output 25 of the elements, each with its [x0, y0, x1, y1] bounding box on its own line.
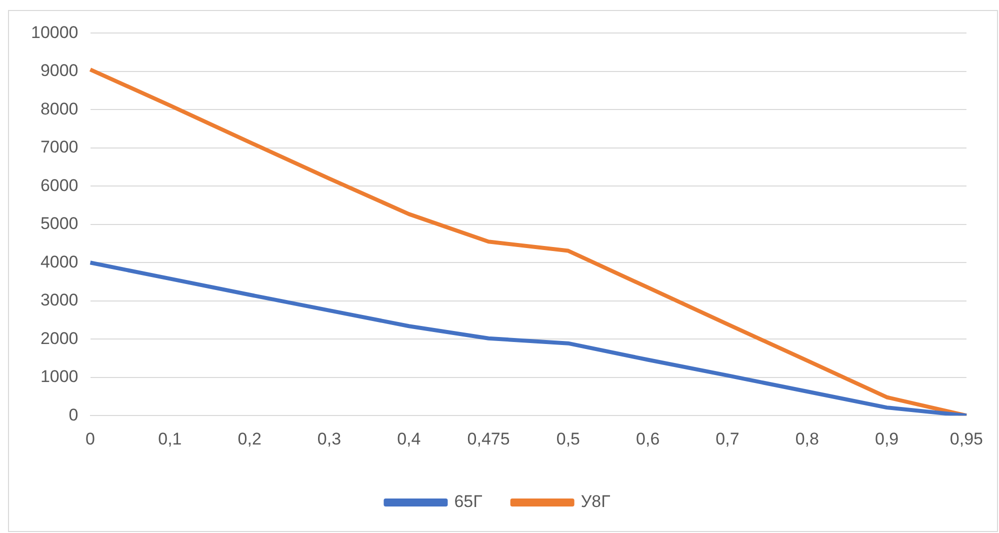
y-tick-label: 7000	[40, 138, 78, 157]
x-tick-label: 0,4	[397, 429, 421, 448]
y-tick-label: 8000	[40, 99, 78, 118]
x-tick-label: 0,95	[950, 429, 984, 448]
y-tick-label: 9000	[40, 61, 78, 80]
x-tick-label: 0,8	[795, 429, 819, 448]
y-tick-label: 4000	[40, 252, 78, 272]
y-tick-label: 2000	[40, 328, 78, 348]
x-tick-label: 0,9	[874, 429, 899, 448]
x-tick-label: 0,7	[716, 429, 740, 448]
x-tick-label: 0,5	[556, 429, 580, 448]
y-tick-label: 3000	[40, 290, 78, 310]
y-tick-label: 0	[68, 405, 78, 424]
x-tick-label: 0,3	[317, 429, 342, 448]
x-tick-label: 0,475	[467, 429, 510, 448]
x-tick-label: 0,2	[238, 429, 262, 448]
y-tick-label: 1000	[40, 367, 78, 386]
legend-label: У8Г	[580, 492, 610, 512]
y-tick-label: 6000	[40, 176, 78, 195]
x-tick-label: 0,6	[636, 429, 660, 448]
x-tick-label: 0,1	[158, 429, 182, 448]
x-tick-label: 0	[86, 429, 96, 448]
y-tick-label: 10000	[30, 22, 78, 42]
y-tick-label: 5000	[40, 214, 78, 234]
legend-label: 65Г	[454, 492, 482, 512]
